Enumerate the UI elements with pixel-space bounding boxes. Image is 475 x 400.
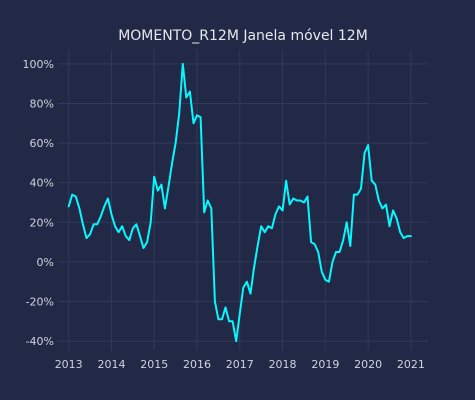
series-layer — [67, 62, 412, 343]
axis-ticks: -40% -20% 0% 20% 40% 60% 80% 100% 2013 2014 2015 20… — [23, 58, 425, 371]
y-tick-label: 40% — [30, 177, 54, 190]
x-tick-label: 2016 — [183, 358, 211, 371]
chart-title: MOMENTO_R12M Janela móvel 12M — [118, 28, 368, 44]
y-tick-label: -40% — [26, 335, 54, 348]
y-tick-label: -20% — [26, 295, 54, 308]
x-tick-label: 2017 — [226, 358, 254, 371]
x-tick-label: 2014 — [97, 358, 125, 371]
x-tick-label: 2020 — [354, 358, 382, 371]
y-tick-label: 60% — [30, 137, 54, 150]
grid — [58, 50, 428, 351]
y-tick-label: 0% — [37, 256, 54, 269]
x-tick-label: 2019 — [311, 358, 339, 371]
x-tick-label: 2021 — [397, 358, 425, 371]
y-tick-label: 20% — [30, 216, 54, 229]
y-tick-label: 100% — [23, 58, 54, 71]
series-line — [67, 62, 412, 343]
x-tick-label: 2013 — [55, 358, 83, 371]
x-tick-label: 2018 — [269, 358, 297, 371]
y-tick-label: 80% — [30, 97, 54, 110]
x-tick-label: 2015 — [140, 358, 168, 371]
